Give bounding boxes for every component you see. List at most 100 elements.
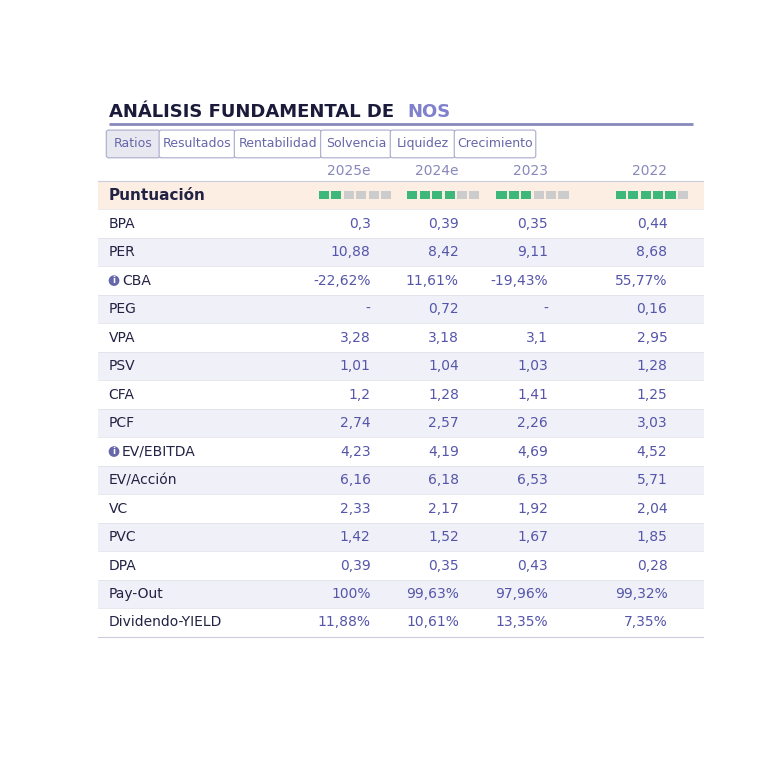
Text: 55,77%: 55,77% <box>615 274 667 288</box>
FancyBboxPatch shape <box>321 130 391 158</box>
Text: Dividendo-YIELD: Dividendo-YIELD <box>109 615 222 629</box>
Bar <box>344 191 354 199</box>
FancyBboxPatch shape <box>235 130 321 158</box>
Text: PEG: PEG <box>109 302 137 316</box>
FancyBboxPatch shape <box>106 130 160 158</box>
Text: 0,43: 0,43 <box>518 559 548 573</box>
Text: ANÁLISIS FUNDAMENTAL DE: ANÁLISIS FUNDAMENTAL DE <box>109 102 400 120</box>
Text: -: - <box>366 302 371 316</box>
Bar <box>522 191 531 199</box>
Bar <box>98 380 704 409</box>
Bar <box>665 191 676 199</box>
Bar <box>98 181 704 210</box>
Text: 0,72: 0,72 <box>429 302 459 316</box>
Text: Liquidez: Liquidez <box>396 137 449 151</box>
Text: NOS: NOS <box>407 102 451 120</box>
Bar <box>98 608 704 637</box>
Bar <box>98 466 704 494</box>
Text: 2,17: 2,17 <box>429 501 459 515</box>
Bar <box>98 352 704 380</box>
Text: 1,2: 1,2 <box>349 387 371 401</box>
Text: i: i <box>113 447 116 456</box>
Text: 97,96%: 97,96% <box>495 587 548 601</box>
Bar <box>98 295 704 324</box>
Text: 0,39: 0,39 <box>429 217 459 230</box>
Circle shape <box>109 276 119 286</box>
Bar <box>98 438 704 466</box>
Text: 8,68: 8,68 <box>637 245 667 259</box>
Text: 2025e: 2025e <box>327 164 371 178</box>
Bar <box>98 580 704 608</box>
Text: 0,35: 0,35 <box>518 217 548 230</box>
Bar <box>558 191 569 199</box>
Text: 4,23: 4,23 <box>340 445 371 459</box>
Text: 3,28: 3,28 <box>340 331 371 345</box>
Bar <box>457 191 467 199</box>
Text: 1,25: 1,25 <box>637 387 667 401</box>
Text: Rentabilidad: Rentabilidad <box>239 137 317 151</box>
Text: 5,71: 5,71 <box>637 473 667 487</box>
Bar <box>444 191 454 199</box>
Bar <box>98 266 704 295</box>
FancyBboxPatch shape <box>390 130 455 158</box>
Text: 100%: 100% <box>331 587 371 601</box>
Text: 6,53: 6,53 <box>517 473 548 487</box>
Bar <box>497 191 507 199</box>
Text: i: i <box>113 276 116 285</box>
Text: 9,11: 9,11 <box>517 245 548 259</box>
Text: -22,62%: -22,62% <box>313 274 371 288</box>
Bar <box>420 191 430 199</box>
Circle shape <box>109 447 119 456</box>
Text: BPA: BPA <box>109 217 135 230</box>
Text: 3,1: 3,1 <box>526 331 548 345</box>
Text: 6,16: 6,16 <box>339 473 371 487</box>
Bar <box>98 210 704 238</box>
Text: 2024e: 2024e <box>415 164 459 178</box>
Bar <box>432 191 443 199</box>
Text: 8,42: 8,42 <box>429 245 459 259</box>
Bar <box>616 191 626 199</box>
Text: 1,01: 1,01 <box>339 359 371 373</box>
Text: 11,61%: 11,61% <box>406 274 459 288</box>
Text: 13,35%: 13,35% <box>496 615 548 629</box>
Text: 1,92: 1,92 <box>517 501 548 515</box>
Text: PVC: PVC <box>109 530 136 544</box>
Text: 1,41: 1,41 <box>517 387 548 401</box>
Text: 1,04: 1,04 <box>429 359 459 373</box>
Text: 1,52: 1,52 <box>429 530 459 544</box>
Text: Puntuación: Puntuación <box>109 188 206 203</box>
Bar <box>628 191 638 199</box>
Text: 0,3: 0,3 <box>349 217 371 230</box>
Text: 2,57: 2,57 <box>429 416 459 430</box>
Text: Resultados: Resultados <box>163 137 231 151</box>
Bar <box>381 191 391 199</box>
Text: 2,95: 2,95 <box>637 331 667 345</box>
Text: 10,61%: 10,61% <box>406 615 459 629</box>
Text: 4,69: 4,69 <box>517 445 548 459</box>
Text: 4,19: 4,19 <box>428 445 459 459</box>
Text: 0,16: 0,16 <box>637 302 667 316</box>
Text: PER: PER <box>109 245 135 259</box>
Text: 10,88: 10,88 <box>331 245 371 259</box>
Bar <box>98 523 704 551</box>
Text: 1,03: 1,03 <box>517 359 548 373</box>
Text: 3,03: 3,03 <box>637 416 667 430</box>
Text: -19,43%: -19,43% <box>490 274 548 288</box>
Bar <box>319 191 329 199</box>
Text: Ratios: Ratios <box>113 137 152 151</box>
Bar <box>98 238 704 266</box>
Text: 2,26: 2,26 <box>517 416 548 430</box>
Text: Crecimiento: Crecimiento <box>457 137 533 151</box>
Text: 1,28: 1,28 <box>428 387 459 401</box>
Text: 0,39: 0,39 <box>340 559 371 573</box>
Bar <box>98 551 704 580</box>
Bar <box>509 191 519 199</box>
Text: 0,35: 0,35 <box>429 559 459 573</box>
FancyBboxPatch shape <box>454 130 536 158</box>
Text: 1,67: 1,67 <box>517 530 548 544</box>
Text: 3,18: 3,18 <box>428 331 459 345</box>
Text: 1,42: 1,42 <box>340 530 371 544</box>
Text: Solvencia: Solvencia <box>325 137 386 151</box>
Bar <box>407 191 418 199</box>
Text: 2,33: 2,33 <box>340 501 371 515</box>
